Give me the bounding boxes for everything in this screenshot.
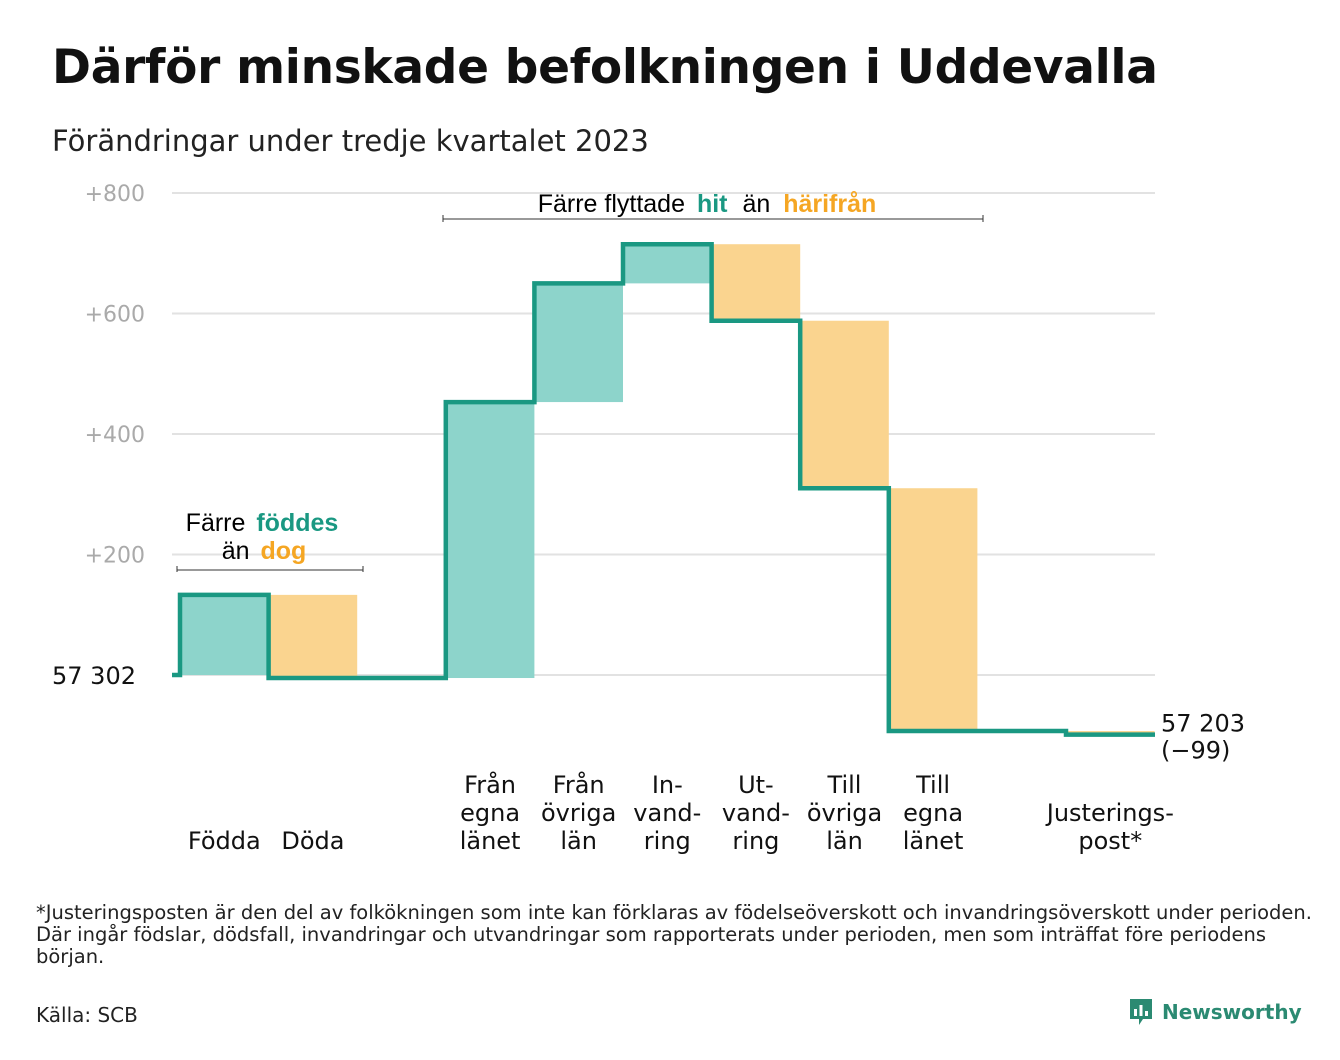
category-label: egna: [460, 799, 520, 827]
category-label: post*: [1078, 827, 1142, 855]
migration-bracket: [442, 215, 984, 222]
category-label: ring: [644, 827, 691, 855]
deaths-annotation-prefix: än: [222, 537, 250, 565]
migration-annotation-hit: hit: [697, 190, 728, 218]
category-label: Justerings-: [1045, 799, 1174, 827]
births-bracket: [176, 566, 364, 572]
start-value-label: 57 302: [52, 662, 136, 690]
decrease-bar: [268, 594, 358, 679]
births-annotation-highlight: föddes: [256, 509, 338, 537]
brand-name: Newsworthy: [1162, 1000, 1302, 1024]
migration-annotation-prefix: Färre flyttade: [538, 190, 685, 218]
brand-logo: Newsworthy: [1128, 997, 1302, 1027]
decrease-bar: [711, 244, 801, 321]
category-label: Döda: [281, 827, 344, 855]
category-label: Födda: [188, 827, 261, 855]
step-line-layer: [172, 241, 1155, 737]
category-label: län: [826, 827, 863, 855]
y-tick-label: +800: [85, 182, 145, 207]
svg-text:Färre föddes: Färre föddes: [186, 509, 339, 537]
migration-annotation-harifran: härifrån: [783, 190, 876, 218]
decrease-bar: [800, 320, 889, 489]
end-change-label: (−99): [1161, 737, 1230, 765]
chart-subtitle: Förändringar under tredje kvartalet 2023: [52, 124, 649, 158]
category-label: övriga: [541, 799, 616, 827]
increase-bar: [445, 402, 535, 679]
bar-layer: [180, 244, 1155, 735]
source: Källa: SCB: [36, 1003, 138, 1027]
category-label: In-: [652, 771, 683, 799]
increase-bar: [623, 244, 712, 284]
migration-annotation: Färre flyttade hit än härifrån: [442, 190, 984, 222]
newsworthy-icon: [1130, 999, 1152, 1025]
category-label: vand-: [633, 799, 701, 827]
category-label: Ut-: [738, 771, 774, 799]
migration-annotation-middle: än: [742, 190, 770, 218]
deaths-annotation-highlight: dog: [260, 537, 306, 565]
category-label: länet: [460, 827, 521, 855]
y-tick-label: +200: [85, 544, 145, 569]
y-tick-label: +400: [85, 423, 145, 448]
category-label: övriga: [807, 799, 882, 827]
category-label: Från: [553, 770, 605, 799]
category-label: egna: [903, 799, 963, 827]
chart-title: Därför minskade befolkningen i Uddevalla: [52, 40, 1158, 95]
category-label: Till: [827, 771, 862, 799]
end-value-label: 57 203: [1161, 710, 1245, 738]
y-tick-label: +600: [85, 303, 145, 328]
svg-text:Färre flyttade hit: Färre flyttade hit än härifrån: [538, 190, 877, 218]
step-line: [172, 241, 1155, 737]
category-label: län: [560, 827, 597, 855]
footnote: *Justeringsposten är den del av folkökni…: [36, 901, 1312, 968]
category-label: länet: [903, 827, 964, 855]
births-annotation-prefix: Färre: [186, 509, 246, 537]
increase-bar: [180, 594, 269, 675]
svg-text:än dog: än dog: [222, 537, 307, 565]
category-label: ring: [732, 827, 779, 855]
category-label: Från: [464, 770, 516, 799]
category-label: vand-: [722, 799, 790, 827]
births-annotation: Färre föddes än dog: [176, 509, 364, 572]
increase-bar: [534, 283, 623, 403]
category-label: Till: [915, 771, 950, 799]
decrease-bar: [888, 488, 978, 732]
